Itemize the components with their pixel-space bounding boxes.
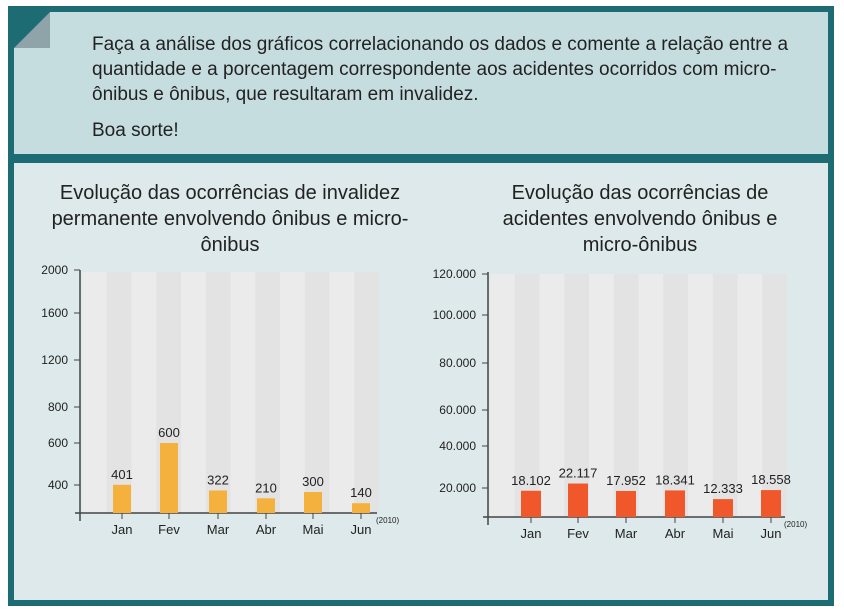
bar-jun — [352, 503, 370, 513]
data-label: 322 — [207, 472, 229, 487]
data-label: 22.117 — [559, 466, 598, 481]
grid-stripe — [181, 272, 206, 513]
instructions-panel: Faça a análise dos gráficos correlaciona… — [14, 12, 828, 154]
x-tick-label: Jun — [761, 526, 782, 541]
grid-stripe — [762, 274, 787, 517]
grid-stripe — [638, 274, 664, 517]
grid-stripe — [514, 274, 540, 517]
data-label: 18.341 — [655, 472, 695, 487]
grid-stripe — [131, 272, 157, 513]
y-tick-label: 1200 — [41, 353, 68, 367]
x-tick-label: Abr — [665, 526, 686, 541]
y-tick-label: 40.000 — [439, 439, 476, 453]
grid-stripe — [255, 272, 280, 513]
y-tick-label: 20.000 — [439, 481, 476, 495]
grid-stripe — [230, 272, 256, 513]
y-tick-label: 100.000 — [433, 308, 477, 322]
bar-jan — [521, 490, 541, 517]
y-tick-label: 1600 — [41, 306, 68, 320]
y-tick-label: 2000 — [41, 263, 68, 277]
bar-jun — [761, 490, 781, 517]
bar-abr — [665, 490, 685, 517]
bar-fev — [160, 443, 178, 513]
y-tick-label: 80.000 — [439, 356, 476, 370]
grid-stripe — [712, 274, 738, 517]
grid-stripe — [280, 272, 305, 513]
closing-text: Boa sorte! — [92, 120, 179, 141]
x-tick-label: Mai — [303, 522, 324, 537]
grid-stripe — [613, 274, 639, 517]
x-tick-label: Jan — [521, 526, 542, 541]
data-label: 600 — [158, 425, 180, 440]
x-tick-label: Abr — [256, 522, 277, 537]
x-tick-label: Jan — [112, 522, 133, 537]
y-tick-label: 800 — [48, 400, 68, 414]
year-note: (2010) — [376, 516, 399, 525]
chart-left-title: Evolução das ocorrências de invalidez pe… — [51, 182, 409, 256]
grid-stripe — [106, 272, 132, 513]
chart-right-title: Evolução das ocorrências de acidentes en… — [502, 182, 778, 256]
grid-stripe — [329, 272, 355, 513]
grid-stripe — [490, 274, 515, 517]
x-tick-label: Mar — [207, 522, 230, 537]
grid-stripe — [354, 272, 379, 513]
grid-stripe — [564, 274, 589, 517]
y-tick-label: 60.000 — [439, 403, 476, 417]
x-tick-label: Fev — [158, 522, 180, 537]
y-tick-label: 400 — [48, 478, 68, 492]
grid-stripe — [737, 274, 763, 517]
grid-stripe — [205, 272, 231, 513]
data-label: 17.952 — [606, 473, 646, 488]
data-label: 12.333 — [703, 481, 743, 496]
y-tick-label: 600 — [48, 436, 68, 450]
bar-mai — [713, 499, 733, 517]
grid-stripe — [688, 274, 713, 517]
bar-fev — [568, 483, 588, 517]
year-note: (2010) — [784, 520, 807, 529]
folded-corner-icon — [14, 12, 50, 48]
x-tick-label: Mai — [713, 526, 734, 541]
grid-stripe — [539, 274, 565, 517]
bar-abr — [257, 498, 275, 513]
bar-mar — [616, 490, 636, 517]
instructions-text: Faça a análise dos gráficos correlaciona… — [92, 34, 789, 105]
y-tick-label: 120.000 — [433, 267, 477, 281]
data-label: 18.558 — [751, 472, 791, 487]
data-label: 18.102 — [511, 473, 551, 488]
bar-jan — [113, 484, 131, 513]
grid-stripe — [589, 274, 614, 517]
x-tick-label: Jun — [351, 522, 372, 537]
data-label: 300 — [302, 474, 324, 489]
grid-stripe — [82, 272, 107, 513]
data-label: 210 — [255, 480, 277, 495]
bar-mar — [209, 490, 227, 513]
grid-stripe — [663, 274, 688, 517]
grid-stripe — [304, 272, 330, 513]
x-tick-label: Fev — [567, 526, 589, 541]
bar-mai — [304, 492, 322, 513]
x-tick-label: Mar — [615, 526, 638, 541]
data-label: 140 — [350, 485, 372, 500]
data-label: 401 — [111, 467, 133, 482]
